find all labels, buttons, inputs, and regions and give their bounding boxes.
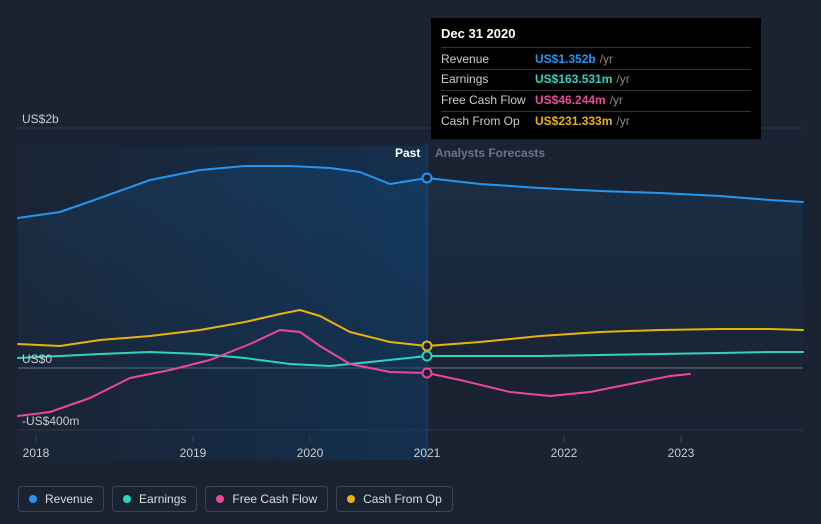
tooltip-metric-value: US$231.333m — [535, 114, 612, 130]
tooltip-row: EarningsUS$163.531m/yr — [441, 70, 751, 91]
y-axis-label: US$0 — [22, 352, 52, 366]
tooltip-row: Free Cash FlowUS$46.244m/yr — [441, 91, 751, 112]
tooltip-metric-value: US$46.244m — [535, 93, 606, 109]
legend-dot-icon — [123, 495, 131, 503]
legend-label: Revenue — [45, 492, 93, 506]
tooltip-metric-unit: /yr — [600, 52, 613, 68]
tooltip-metric-value: US$1.352b — [535, 52, 596, 68]
past-label: Past — [395, 146, 420, 160]
tooltip-metric-label: Cash From Op — [441, 114, 535, 130]
tooltip-row: Cash From OpUS$231.333m/yr — [441, 112, 751, 132]
y-axis-label: -US$400m — [22, 414, 79, 428]
chart-legend: Revenue Earnings Free Cash Flow Cash From O… — [18, 486, 453, 512]
legend-label: Cash From Op — [363, 492, 442, 506]
chart-tooltip: Dec 31 2020 RevenueUS$1.352b/yrEarningsU… — [431, 18, 761, 139]
y-axis-label: US$2b — [22, 112, 59, 126]
legend-label: Free Cash Flow — [232, 492, 317, 506]
legend-item-revenue[interactable]: Revenue — [18, 486, 104, 512]
legend-item-cash_from_op[interactable]: Cash From Op — [336, 486, 453, 512]
legend-dot-icon — [347, 495, 355, 503]
x-axis-label: 2020 — [297, 446, 324, 460]
legend-item-earnings[interactable]: Earnings — [112, 486, 197, 512]
tooltip-date: Dec 31 2020 — [441, 26, 751, 48]
x-axis-label: 2022 — [551, 446, 578, 460]
x-axis-label: 2021 — [414, 446, 441, 460]
tooltip-metric-label: Free Cash Flow — [441, 93, 535, 109]
tooltip-row: RevenueUS$1.352b/yr — [441, 50, 751, 71]
tooltip-metric-unit: /yr — [616, 72, 629, 88]
tooltip-metric-label: Revenue — [441, 52, 535, 68]
tooltip-metric-unit: /yr — [610, 93, 623, 109]
legend-dot-icon — [29, 495, 37, 503]
legend-label: Earnings — [139, 492, 186, 506]
legend-item-free_cash_flow[interactable]: Free Cash Flow — [205, 486, 328, 512]
x-axis-label: 2023 — [668, 446, 695, 460]
tooltip-metric-label: Earnings — [441, 72, 535, 88]
x-axis-label: 2019 — [180, 446, 207, 460]
tooltip-metric-value: US$163.531m — [535, 72, 612, 88]
legend-dot-icon — [216, 495, 224, 503]
tooltip-metric-unit: /yr — [616, 114, 629, 130]
forecast-label: Analysts Forecasts — [435, 146, 545, 160]
x-axis-label: 2018 — [23, 446, 50, 460]
